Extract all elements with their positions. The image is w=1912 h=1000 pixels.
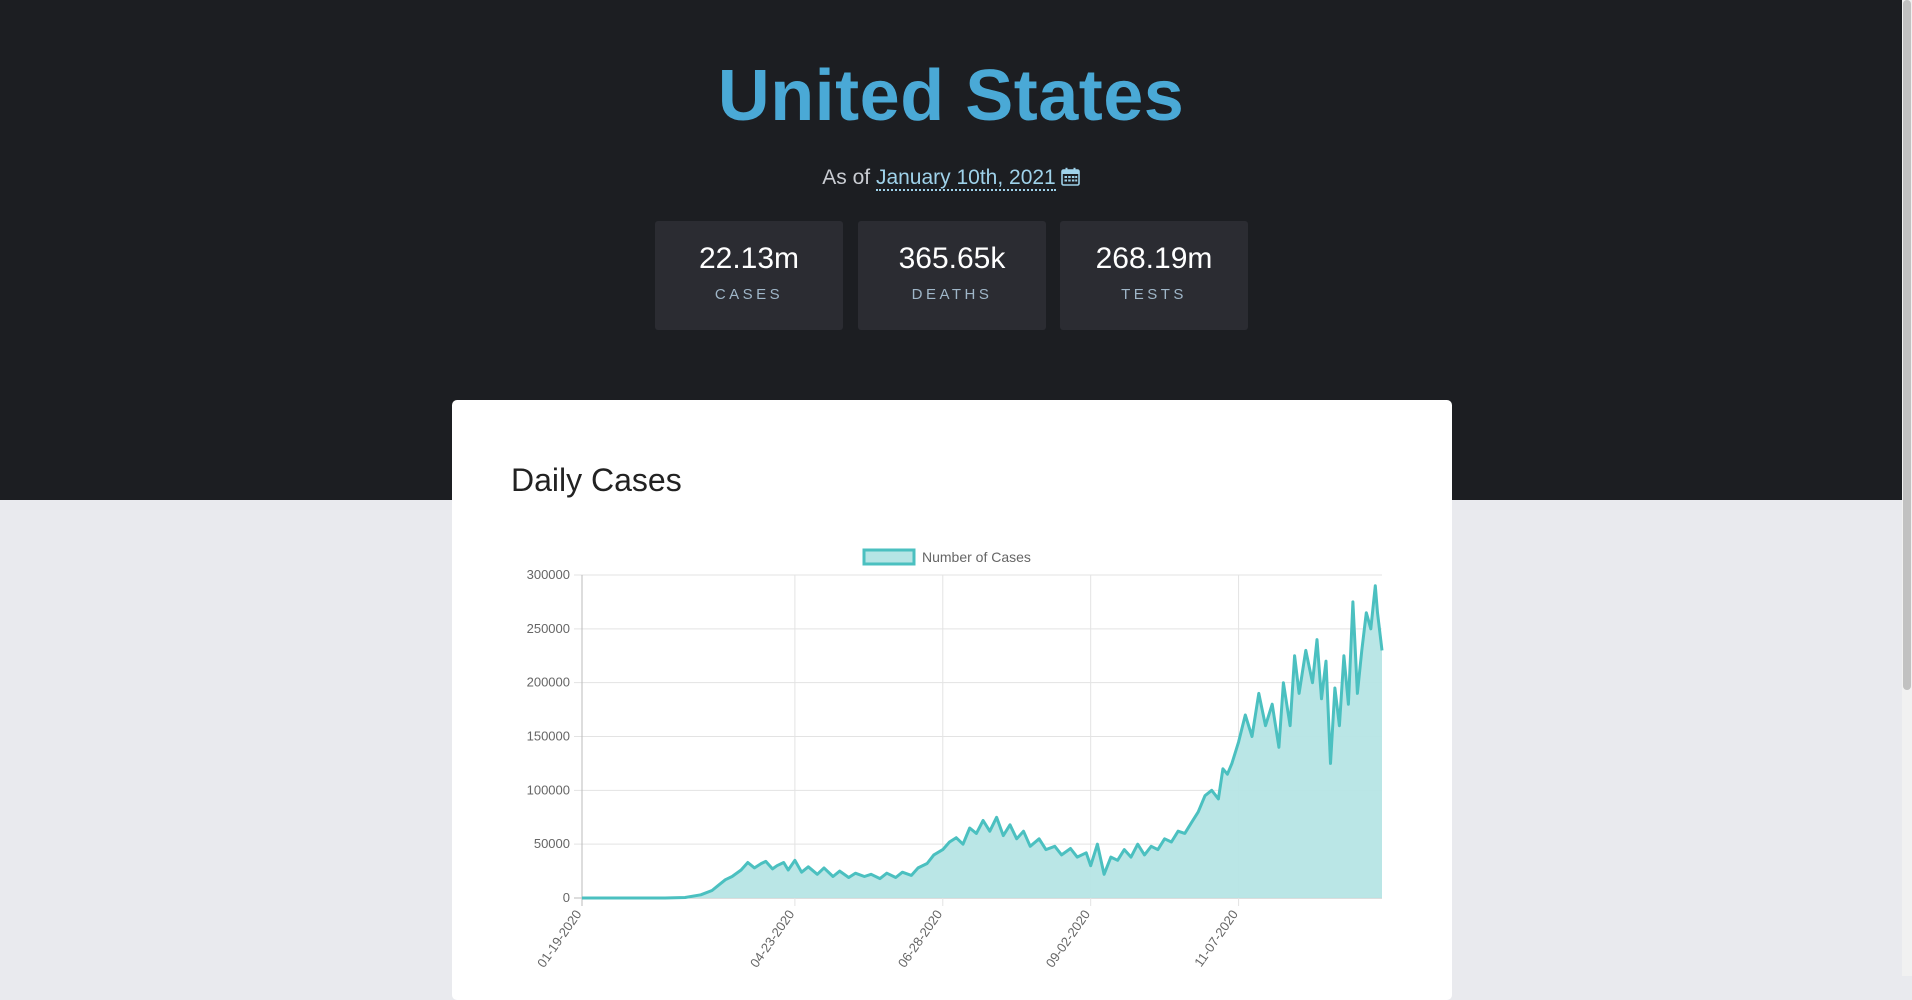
page-scrollbar[interactable] [1902, 0, 1912, 976]
as-of-line: As of January 10th, 2021 [0, 164, 1902, 192]
calendar-icon[interactable] [1060, 166, 1080, 186]
x-tick-label: 11-07-2020 [1191, 907, 1241, 969]
tests-stat-card: 268.19m TESTS [1060, 221, 1248, 330]
as-of-label: As of [822, 166, 871, 189]
y-tick-label: 250000 [527, 621, 570, 636]
stats-row: 22.13m CASES 365.65k DEATHS 268.19m TEST… [655, 221, 1249, 330]
y-tick-label: 300000 [527, 567, 570, 582]
deaths-stat-card: 365.65k DEATHS [858, 221, 1046, 330]
x-tick-label: 06-28-2020 [895, 907, 945, 970]
y-tick-label: 100000 [527, 782, 570, 797]
y-tick-label: 150000 [527, 729, 570, 744]
tests-label: TESTS [1121, 286, 1187, 303]
x-tick-label: 09-02-2020 [1043, 907, 1093, 970]
x-tick-label: 01-19-2020 [534, 907, 584, 970]
cases-area [582, 585, 1382, 898]
y-tick-label: 200000 [527, 675, 570, 690]
cases-value: 22.13m [698, 242, 800, 275]
cases-line [582, 584, 1384, 900]
x-tick-label: 04-23-2020 [747, 907, 797, 970]
y-tick-label: 0 [563, 890, 570, 905]
legend-swatch [862, 548, 916, 566]
cases-label: CASES [714, 286, 784, 303]
daily-cases-chart: 0 50000 100000 150000 200000 250000 300000 01-1… [527, 548, 1384, 970]
cases-stat-card: 22.13m CASES [655, 221, 843, 330]
scrollbar-thumb[interactable] [1903, 0, 1911, 690]
page-title: United States [717, 56, 1185, 136]
tests-value: 268.19m [1095, 242, 1213, 275]
deaths-value: 365.65k [898, 242, 1006, 275]
deaths-label: DEATHS [911, 286, 993, 303]
legend-label: Number of Cases [922, 549, 1031, 565]
y-tick-label: 50000 [534, 836, 570, 851]
daily-cases-card: Daily Cases 0 50000 100000 150000 200000 2500… [452, 400, 1452, 1000]
date-picker-link[interactable]: January 10th, 2021 [875, 166, 1056, 191]
card-title: Daily Cases [511, 462, 682, 498]
